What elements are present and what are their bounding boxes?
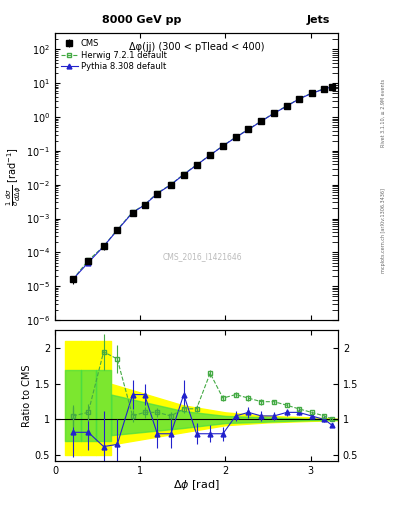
Text: Δφ(jj) (300 < pTlead < 400): Δφ(jj) (300 < pTlead < 400) [129, 42, 264, 52]
Pythia 8.308 default [246, 126, 251, 133]
Herwig 7.2.1 default [233, 134, 238, 140]
Herwig 7.2.1 default [330, 83, 334, 90]
Herwig 7.2.1 default [285, 103, 289, 109]
Pythia 8.308 default [142, 202, 147, 208]
Line: Pythia 8.308 default: Pythia 8.308 default [70, 84, 334, 282]
X-axis label: $\Delta\phi$ [rad]: $\Delta\phi$ [rad] [173, 478, 220, 493]
Y-axis label: Ratio to CMS: Ratio to CMS [22, 365, 32, 427]
Pythia 8.308 default [71, 276, 75, 283]
Herwig 7.2.1 default [155, 190, 160, 196]
Herwig 7.2.1 default [130, 209, 135, 215]
Pythia 8.308 default [130, 209, 135, 216]
Text: 8000 GeV pp: 8000 GeV pp [102, 14, 181, 25]
Pythia 8.308 default [208, 152, 213, 158]
Y-axis label: $\frac{1}{\sigma}\frac{d\sigma}{d\Delta\phi}$ [rad$^{-1}$]: $\frac{1}{\sigma}\frac{d\sigma}{d\Delta\… [4, 147, 23, 206]
Pythia 8.308 default [220, 143, 225, 149]
Pythia 8.308 default [322, 86, 327, 92]
Pythia 8.308 default [296, 96, 301, 102]
Pythia 8.308 default [330, 84, 334, 90]
Herwig 7.2.1 default [322, 86, 327, 92]
Pythia 8.308 default [233, 134, 238, 140]
Herwig 7.2.1 default [220, 143, 225, 149]
Text: CMS_2016_I1421646: CMS_2016_I1421646 [162, 252, 242, 262]
Herwig 7.2.1 default [259, 118, 264, 124]
Text: mcplots.cern.ch [arXiv:1306.3436]: mcplots.cern.ch [arXiv:1306.3436] [381, 188, 386, 273]
Text: Jets: Jets [307, 14, 330, 25]
Text: Rivet 3.1.10, ≥ 2.9M events: Rivet 3.1.10, ≥ 2.9M events [381, 78, 386, 147]
Herwig 7.2.1 default [142, 202, 147, 208]
Pythia 8.308 default [115, 227, 119, 233]
Herwig 7.2.1 default [115, 227, 119, 233]
Herwig 7.2.1 default [309, 90, 314, 96]
Pythia 8.308 default [285, 103, 289, 109]
Herwig 7.2.1 default [246, 126, 251, 132]
Pythia 8.308 default [86, 260, 91, 266]
Herwig 7.2.1 default [272, 110, 276, 116]
Herwig 7.2.1 default [101, 243, 106, 249]
Legend: CMS, Herwig 7.2.1 default, Pythia 8.308 default: CMS, Herwig 7.2.1 default, Pythia 8.308 … [59, 37, 168, 73]
Herwig 7.2.1 default [181, 171, 186, 177]
Herwig 7.2.1 default [71, 276, 75, 283]
Pythia 8.308 default [309, 90, 314, 96]
Herwig 7.2.1 default [86, 258, 91, 264]
Pythia 8.308 default [181, 172, 186, 178]
Pythia 8.308 default [169, 182, 173, 188]
Pythia 8.308 default [272, 110, 276, 116]
Herwig 7.2.1 default [208, 152, 213, 158]
Pythia 8.308 default [259, 118, 264, 124]
Pythia 8.308 default [101, 243, 106, 249]
Pythia 8.308 default [194, 162, 199, 168]
Pythia 8.308 default [155, 190, 160, 197]
Line: Herwig 7.2.1 default: Herwig 7.2.1 default [70, 84, 334, 282]
Herwig 7.2.1 default [169, 181, 173, 187]
Herwig 7.2.1 default [194, 162, 199, 168]
Herwig 7.2.1 default [296, 96, 301, 102]
